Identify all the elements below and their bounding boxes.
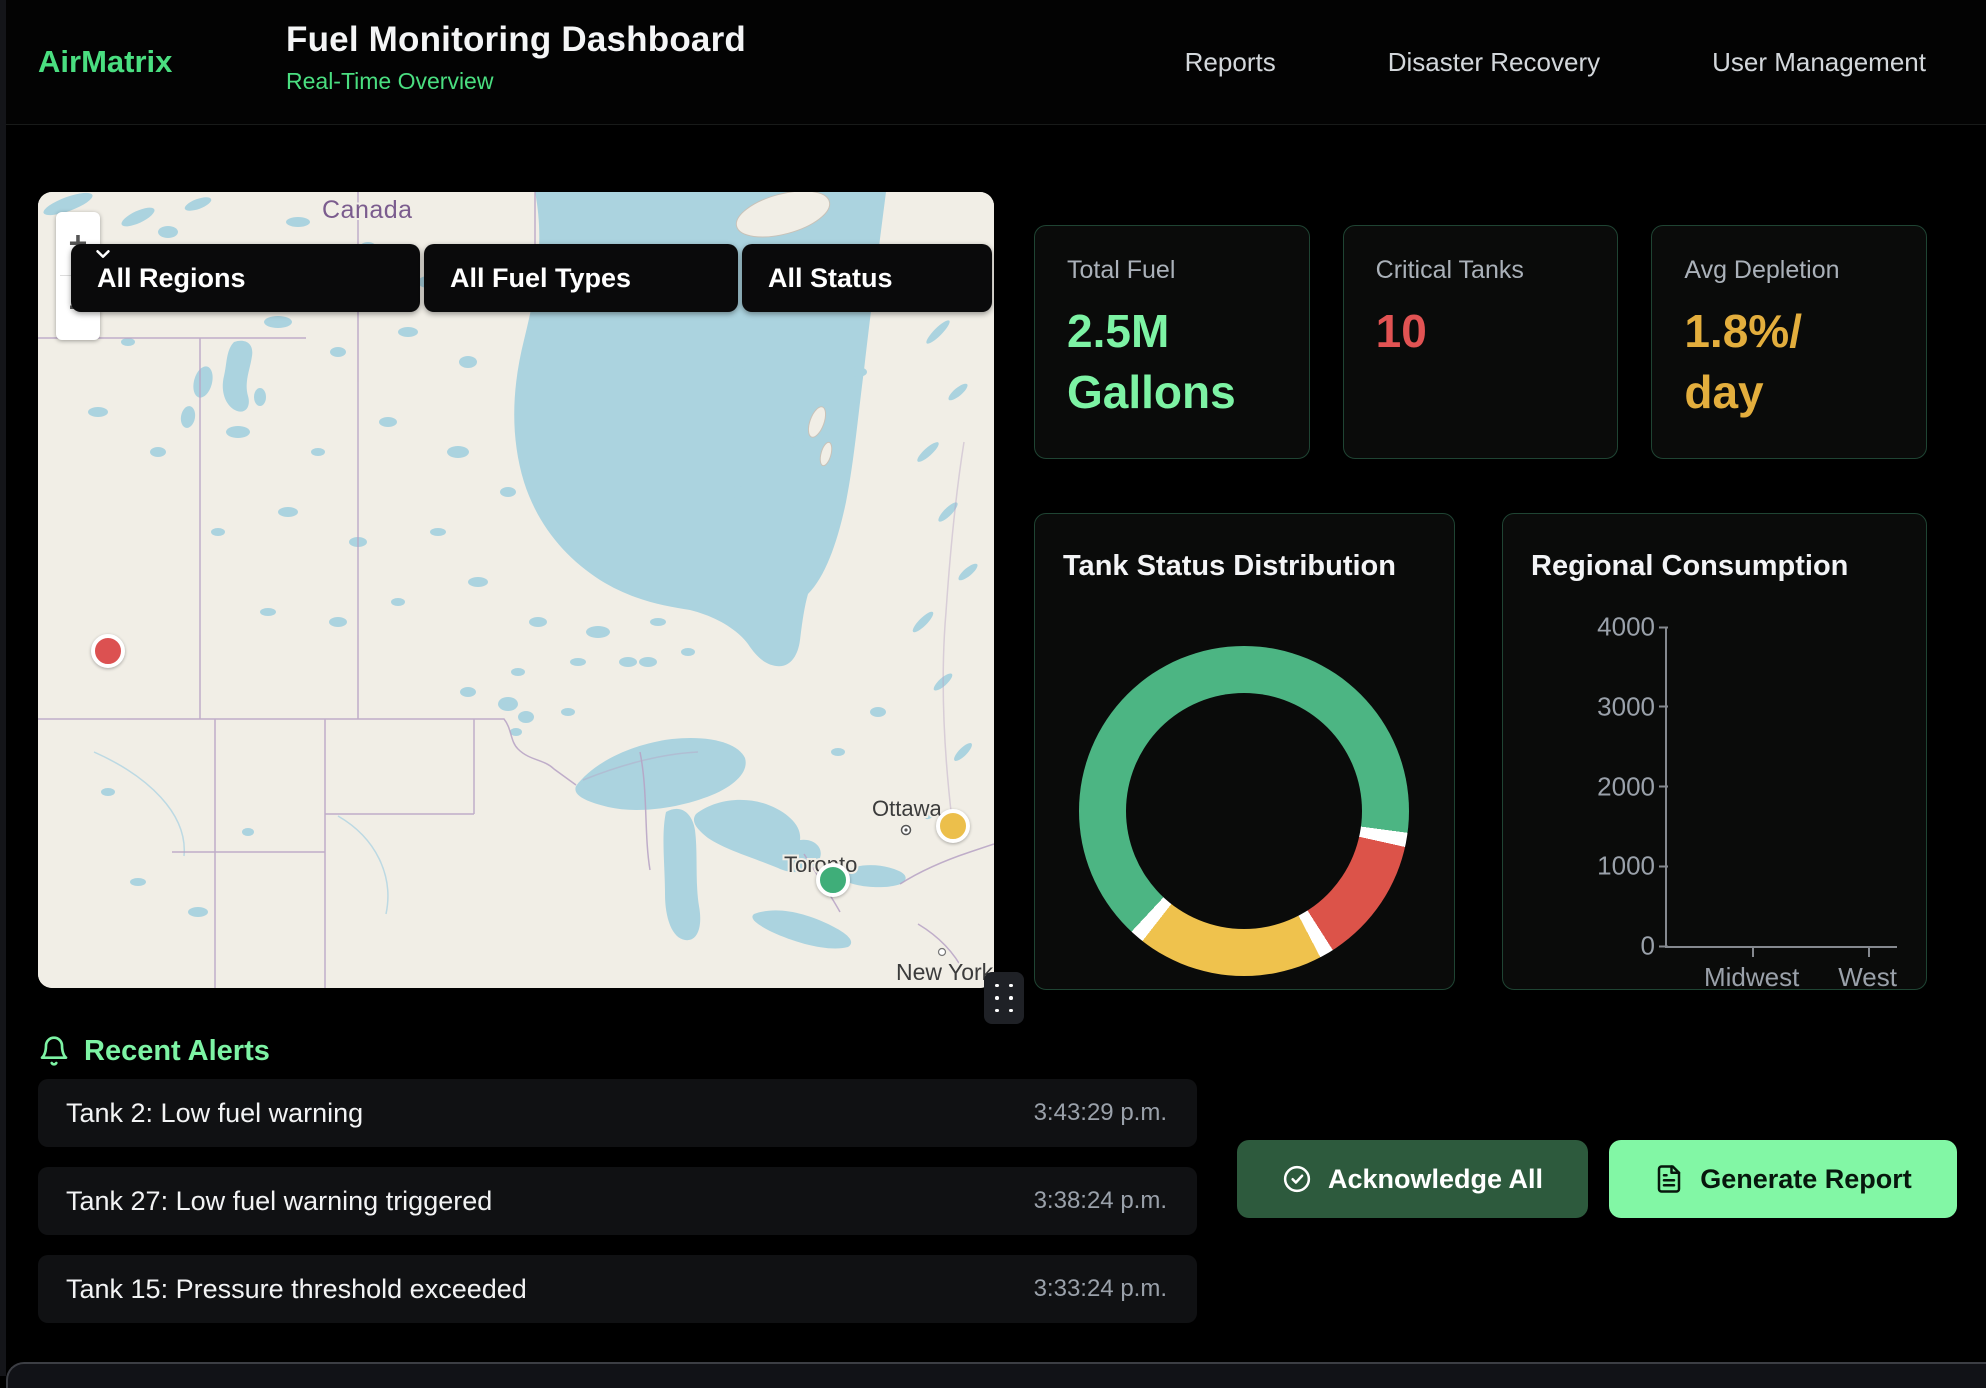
y-axis-tick-label: 3000 xyxy=(1597,691,1655,722)
stat-label: Avg Depletion xyxy=(1684,256,1840,284)
brand-logo: AirMatrix xyxy=(38,44,173,79)
stat-card-total-fuel: Total Fuel 2.5M Gallons xyxy=(1034,225,1310,459)
fuel-type-filter-dropdown[interactable]: All Fuel Types xyxy=(96,244,738,312)
alert-list: Tank 2: Low fuel warning 3:43:29 p.m. Ta… xyxy=(38,1079,1197,1323)
window-edge xyxy=(0,0,6,1376)
map-resize-handle[interactable] xyxy=(984,972,1024,1024)
alert-timestamp: 3:38:24 p.m. xyxy=(1033,1187,1167,1214)
tank-marker-green[interactable] xyxy=(816,863,850,897)
alert-row: Tank 15: Pressure threshold exceeded 3:3… xyxy=(38,1255,1197,1323)
status-filter-dropdown[interactable]: All Status xyxy=(96,244,992,312)
map-labels: Canada Ottawa Toronto New York xyxy=(320,194,994,987)
bar-chart-plot xyxy=(1665,627,1897,948)
status-filter-value: All Status xyxy=(768,262,893,293)
nav-item-disaster-recovery[interactable]: Disaster Recovery xyxy=(1387,46,1601,77)
y-axis-tick-label: 4000 xyxy=(1597,611,1655,642)
top-bar: AirMatrix Fuel Monitoring Dashboard Real… xyxy=(0,0,1986,125)
recent-alerts-title: Recent Alerts xyxy=(84,1034,270,1067)
y-axis-tick-label: 1000 xyxy=(1597,850,1655,881)
fuel-type-filter-value: All Fuel Types xyxy=(450,262,632,293)
bar-chart-bars xyxy=(1667,627,1897,946)
donut-hole xyxy=(1126,693,1362,929)
map-markers-layer xyxy=(38,192,994,988)
check-circle-icon xyxy=(1283,1165,1311,1193)
window-bottom-edge xyxy=(6,1362,1986,1388)
stat-card-critical-tanks: Critical Tanks 10 xyxy=(1342,225,1619,459)
map-label-new-york: New York xyxy=(896,959,994,985)
tank-marker-yellow[interactable] xyxy=(936,809,970,843)
alert-timestamp: 3:43:29 p.m. xyxy=(1033,1099,1167,1126)
page-title: Fuel Monitoring Dashboard xyxy=(286,20,746,59)
tank-status-card: Tank Status Distribution xyxy=(1034,513,1455,990)
nav-item-reports[interactable]: Reports xyxy=(1184,46,1276,77)
map-label-ottawa: Ottawa xyxy=(872,796,942,821)
alert-row: Tank 27: Low fuel warning triggered 3:38… xyxy=(38,1167,1197,1235)
x-axis-tick-label: Midwest xyxy=(1703,962,1800,992)
stat-cards: Total Fuel 2.5M Gallons Critical Tanks 10… xyxy=(1034,225,1928,459)
alert-message: Tank 15: Pressure threshold exceeded xyxy=(66,1273,527,1304)
acknowledge-all-label: Acknowledge All xyxy=(1327,1163,1544,1194)
page-subtitle: Real-Time Overview xyxy=(286,68,494,94)
acknowledge-all-button[interactable]: Acknowledge All xyxy=(1237,1140,1588,1218)
y-axis-tick-label: 0 xyxy=(1640,930,1655,961)
tank-marker-red[interactable] xyxy=(91,634,125,668)
main-nav: Reports Disaster Recovery User Managemen… xyxy=(1185,0,1926,124)
map-islands xyxy=(735,192,833,467)
map-town-symbols xyxy=(900,824,947,957)
alert-message: Tank 2: Low fuel warning xyxy=(66,1097,364,1128)
recent-alerts-header: Recent Alerts xyxy=(38,1034,270,1068)
generate-report-button[interactable]: Generate Report xyxy=(1609,1140,1957,1218)
bell-icon xyxy=(40,1036,68,1066)
stat-value: 1.8%/day xyxy=(1684,305,1802,418)
stat-card-avg-depletion: Avg Depletion 1.8%/day xyxy=(1651,225,1928,459)
region-filter-value: All Regions xyxy=(97,262,246,293)
generate-report-label: Generate Report xyxy=(1700,1163,1912,1194)
alert-row: Tank 2: Low fuel warning 3:43:29 p.m. xyxy=(38,1079,1197,1147)
chevron-down-icon xyxy=(96,250,110,258)
bar-chart-y-axis: 0 1000 2000 3000 4000 xyxy=(1543,612,1655,961)
x-axis-tick-label: West xyxy=(1838,962,1897,992)
tank-status-donut-chart xyxy=(1079,646,1409,976)
stat-label: Critical Tanks xyxy=(1375,256,1524,284)
regional-consumption-card: Regional Consumption 0 1000 2000 3000 4000 M… xyxy=(1502,513,1927,993)
nav-item-user-management[interactable]: User Management xyxy=(1712,46,1926,77)
alert-message: Tank 27: Low fuel warning triggered xyxy=(66,1185,493,1216)
region-filter-dropdown[interactable]: All Regions xyxy=(71,244,420,312)
map-borders xyxy=(38,192,994,988)
map-label-country: Canada xyxy=(322,196,413,224)
map-rivers xyxy=(93,751,389,915)
donut-chart-title: Tank Status Distribution xyxy=(1063,550,1396,582)
fuel-map[interactable]: Canada Ottawa Toronto New York + − All R… xyxy=(38,192,994,988)
stat-label: Total Fuel xyxy=(1067,256,1176,284)
map-filters: All Regions All Fuel Types All Status xyxy=(71,244,992,312)
map-canvas: Canada Ottawa Toronto New York xyxy=(38,192,994,988)
stat-value: 10 xyxy=(1375,305,1427,357)
y-axis-tick-label: 2000 xyxy=(1597,771,1655,801)
page-title-block: Fuel Monitoring Dashboard Real-Time Over… xyxy=(286,20,746,95)
file-text-icon xyxy=(1657,1165,1681,1193)
bar-chart-x-axis: Midwest West xyxy=(1665,948,1897,993)
alert-timestamp: 3:33:24 p.m. xyxy=(1033,1275,1167,1302)
stat-value: 2.5M Gallons xyxy=(1067,305,1236,418)
bar-chart-title: Regional Consumption xyxy=(1531,550,1849,582)
